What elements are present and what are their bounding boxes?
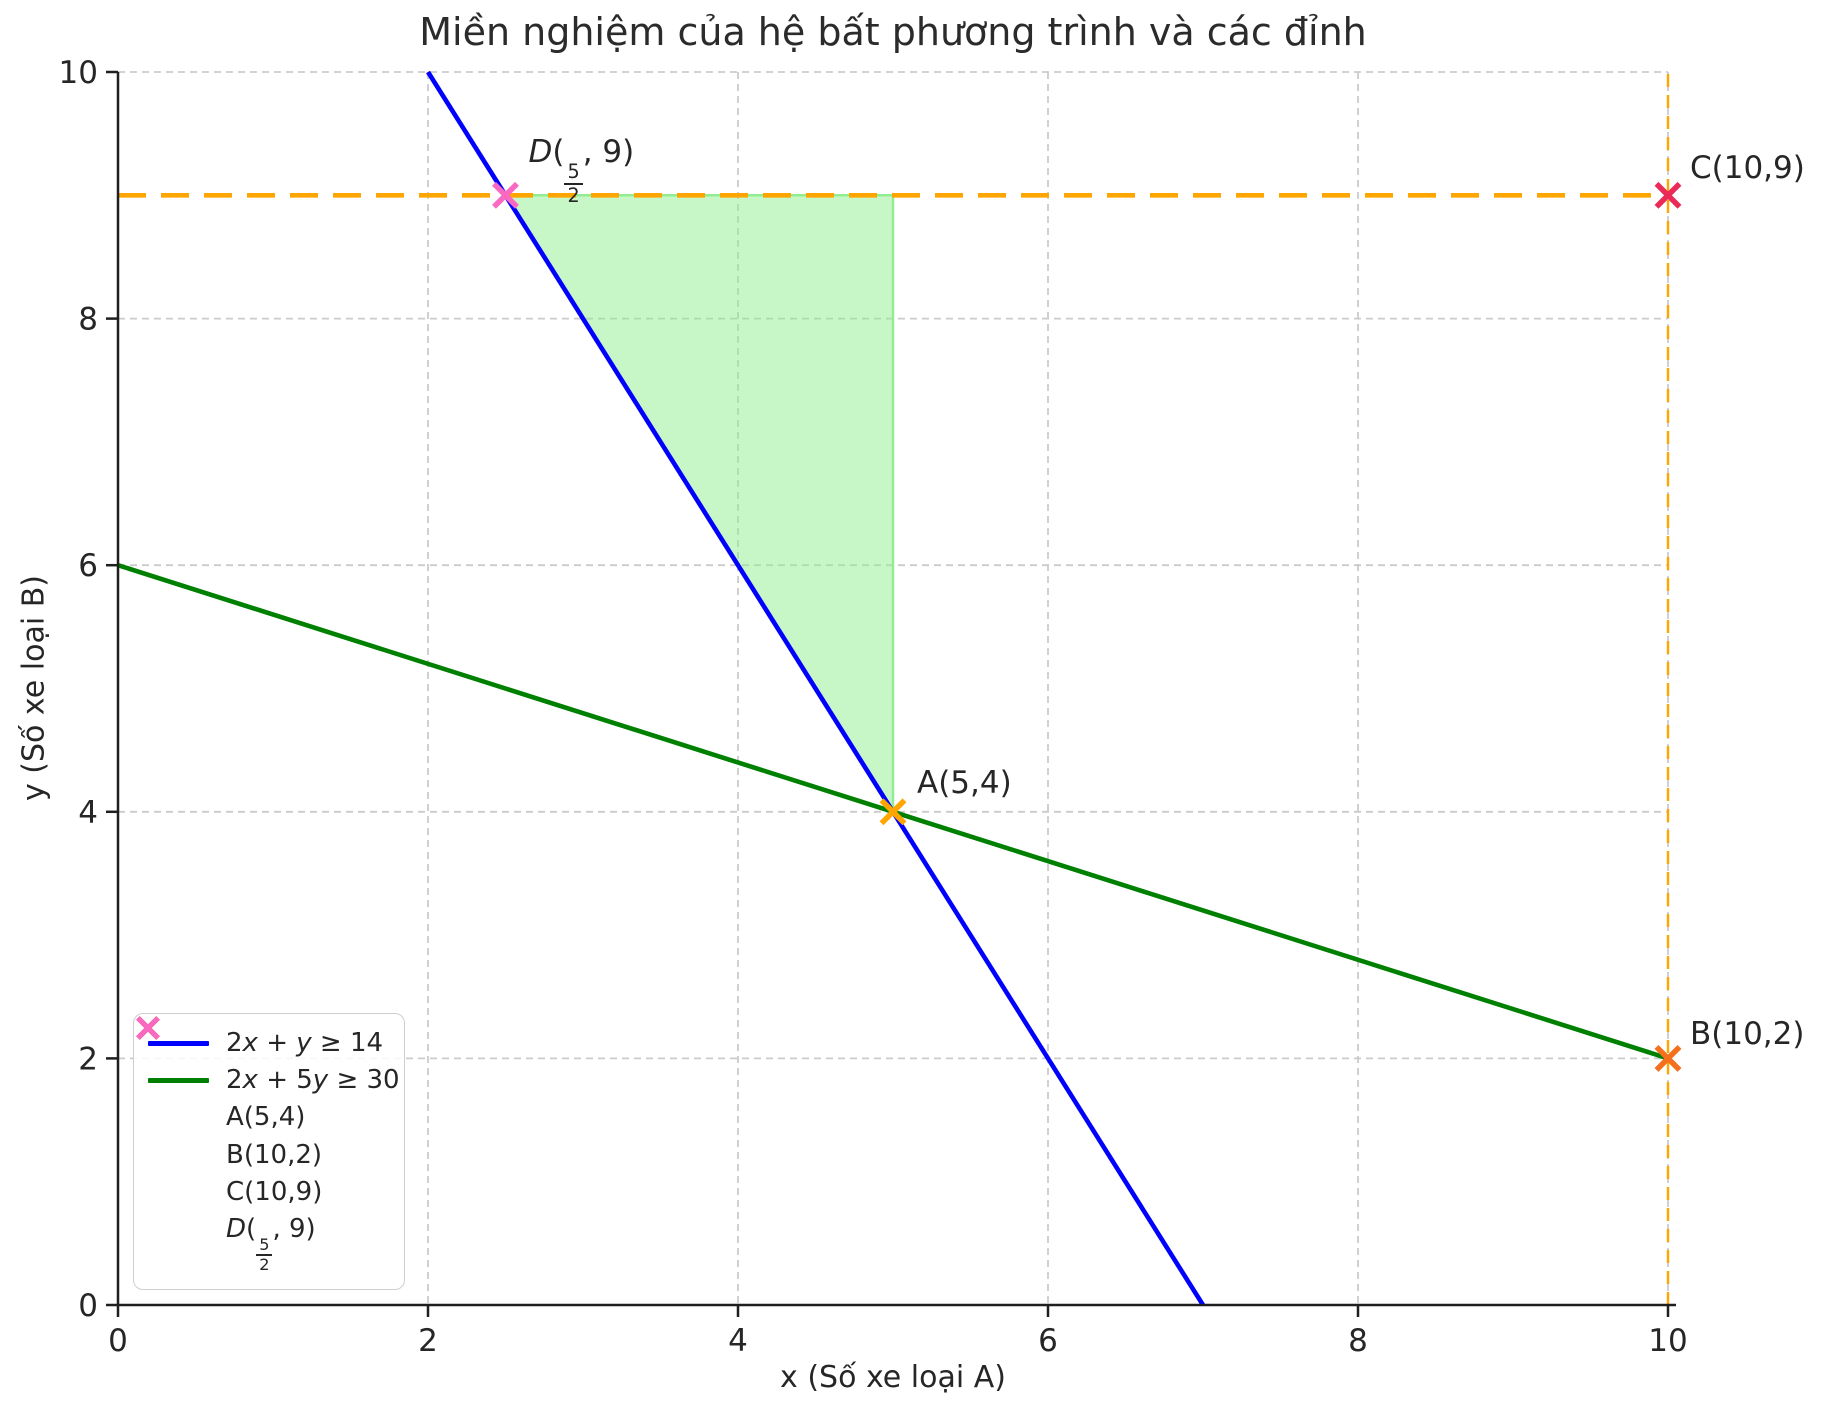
legend-label: 2x + y ≥ 14 (226, 1028, 384, 1058)
x-tick-label: 8 (1348, 1323, 1368, 1359)
legend-item: D(5 2, 9) (136, 1016, 390, 1275)
legend-label: C(10,9) (226, 1176, 323, 1207)
point-label-a: A(5,4) (917, 764, 1012, 801)
y-axis-label: y (Số xe loại B) (16, 575, 52, 801)
legend-item: A(5,4) (136, 1016, 390, 1133)
x-tick-label: 6 (1038, 1323, 1058, 1359)
legend-item: C(10,9) (136, 1016, 390, 1207)
y-tick-label: 8 (78, 302, 98, 338)
legend-x-marker-icon (136, 1016, 160, 1040)
legend: 2x + y ≥ 14 2x + 5y ≥ 30 A(5,4) B(10,2) C(10… (133, 1013, 405, 1290)
point-marker-d (492, 181, 519, 209)
x-tick-label: 4 (728, 1323, 748, 1359)
y-tick-label: 4 (78, 795, 98, 831)
chart-title: Miền nghiệm của hệ bất phương trình và c… (419, 10, 1367, 54)
line-blue-boundary (426, 70, 1205, 1307)
point-marker-a (879, 798, 907, 826)
legend-label: D(5 2, 9) (226, 1213, 316, 1275)
y-tick-label: 0 (78, 1288, 98, 1324)
point-label-d: D(5 2, 9) (528, 134, 635, 207)
x-tick-label: 10 (1648, 1323, 1687, 1359)
legend-label: A(5,4) (226, 1102, 306, 1133)
point-marker-c (1654, 181, 1682, 209)
y-tick-label: 10 (59, 55, 98, 91)
point-label-b: B(10,2) (1690, 1016, 1805, 1053)
legend-item: 2x + y ≥ 14 (142, 1028, 390, 1058)
x-tick-label: 2 (418, 1323, 438, 1359)
legend-item: B(10,2) (136, 1016, 390, 1170)
y-tick-label: 6 (78, 548, 98, 584)
legend-label: B(10,2) (226, 1139, 323, 1170)
legend-item: 2x + 5y ≥ 30 (142, 1065, 400, 1095)
legend-label: 2x + 5y ≥ 30 (226, 1065, 400, 1096)
x-tick-label: 0 (108, 1323, 128, 1359)
x-axis-label: x (Số xe loại A) (780, 1360, 1006, 1395)
point-label-c: C(10,9) (1690, 150, 1805, 187)
legend-line-swatch (147, 1077, 209, 1083)
legend-line-swatch (147, 1040, 209, 1046)
point-marker-b (1654, 1044, 1682, 1072)
y-tick-label: 2 (78, 1041, 98, 1077)
